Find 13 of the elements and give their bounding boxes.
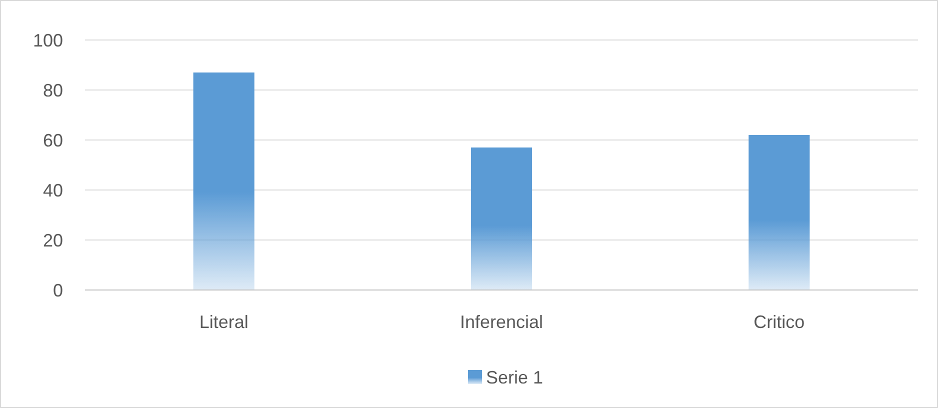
y-tick-label: 100 bbox=[32, 30, 63, 50]
bar bbox=[193, 72, 254, 290]
y-tick-label: 40 bbox=[42, 180, 63, 200]
y-tick-label: 80 bbox=[42, 80, 63, 100]
y-tick-label: 60 bbox=[42, 130, 63, 150]
x-tick-label: Inferencial bbox=[460, 312, 544, 332]
y-tick-label: 0 bbox=[52, 280, 63, 300]
bar bbox=[748, 135, 810, 290]
y-tick-label: 20 bbox=[42, 230, 63, 250]
bar bbox=[470, 148, 532, 290]
x-tick-label: Critico bbox=[754, 312, 805, 332]
legend-label: Serie 1 bbox=[486, 367, 544, 388]
x-tick-label: Literal bbox=[199, 312, 248, 332]
